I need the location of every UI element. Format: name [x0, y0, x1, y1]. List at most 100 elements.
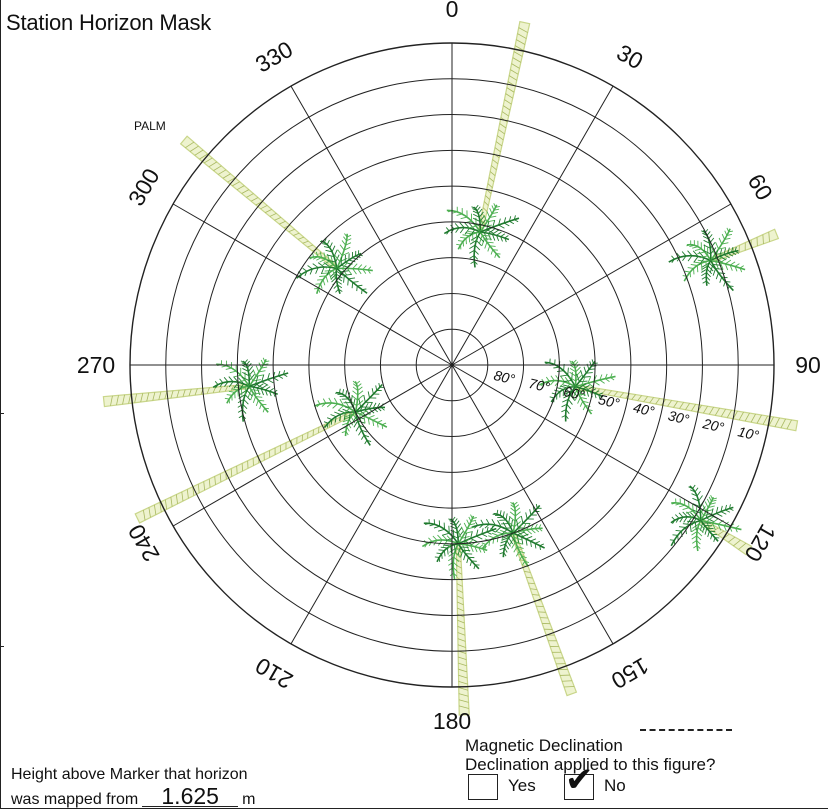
frond-leaflet — [469, 255, 475, 259]
frond-leaflet — [449, 522, 456, 526]
yes-checkbox[interactable] — [468, 774, 498, 800]
frond-leaflet — [372, 417, 379, 421]
frond-leaflet — [474, 261, 478, 265]
frond-leaflet — [466, 557, 469, 564]
trunk-hatch — [485, 195, 491, 200]
edge-tick-mark — [0, 413, 4, 414]
frond-leaflet — [510, 534, 516, 543]
frond-leaflet — [478, 544, 484, 549]
frond-leaflet — [367, 391, 371, 399]
frond-leaflet — [729, 261, 736, 266]
frond-leaflet — [255, 374, 264, 377]
palm-frond — [700, 519, 719, 542]
trunk-hatch — [218, 169, 227, 175]
frond-leaflet — [473, 564, 476, 570]
magnetic-declination-label: Magnetic Declination — [465, 736, 623, 755]
frond-leaflet — [445, 537, 454, 541]
frond-leaflet — [437, 534, 443, 541]
frond-leaflet — [446, 230, 450, 235]
no-checkbox[interactable]: ✔ — [564, 763, 594, 800]
frond-leaflet — [513, 215, 516, 220]
trunk-hatch — [637, 395, 642, 401]
frond-leaflet — [457, 530, 463, 539]
palm-frond — [710, 249, 739, 262]
frond-leaflet — [480, 519, 484, 525]
frond-leaflet — [343, 246, 351, 251]
frond-leaflet — [328, 272, 332, 281]
palm-frond — [241, 385, 250, 422]
frond-leaflet — [488, 540, 491, 546]
frond-leaflet — [672, 519, 676, 525]
frond-leaflet — [352, 257, 359, 260]
frond-leaflet — [346, 426, 350, 432]
frond-leaflet — [340, 270, 349, 273]
frond-leaflet — [560, 374, 568, 377]
frond-leaflet — [436, 552, 442, 555]
frond-leaflet — [706, 231, 711, 236]
frond-leaflet — [331, 245, 336, 252]
trunk-hatch — [482, 207, 488, 212]
frond-leaflet — [454, 223, 460, 229]
frond-leaflet — [241, 376, 250, 382]
trunk-hatch — [506, 87, 515, 93]
azimuth-label: 90 — [795, 352, 821, 378]
frond-leaflet — [228, 381, 234, 388]
trunk-hatch — [530, 588, 538, 590]
trunk-hatch — [148, 507, 151, 518]
frond-leaflet — [228, 376, 234, 382]
frond-leaflet — [278, 375, 284, 379]
frond-leaflet — [363, 394, 366, 403]
frond-leaflet — [469, 223, 476, 230]
frond-leaflet — [539, 545, 541, 551]
trunk-hatch — [206, 387, 210, 394]
frond-leaflet — [578, 393, 586, 396]
trunk-hatch — [199, 153, 208, 160]
frond-leaflet — [486, 229, 495, 234]
frond-leaflet — [265, 386, 271, 391]
frond-leaflet — [551, 392, 557, 395]
frond-leaflet — [692, 497, 699, 502]
trunk-hatch — [458, 705, 469, 709]
frond-leaflet — [508, 537, 514, 545]
frond-leaflet — [486, 526, 489, 533]
frond-leaflet — [495, 530, 504, 535]
frond-leaflet — [352, 268, 357, 275]
frond-leaflet — [438, 549, 445, 551]
trunk-hatch — [489, 171, 496, 177]
frond-leaflet — [675, 529, 682, 532]
frond-leaflet — [697, 251, 705, 255]
frond-leaflet — [463, 553, 466, 561]
palm-frond — [212, 380, 250, 388]
frond-leaflet — [718, 247, 727, 250]
frond-leaflet — [463, 522, 468, 530]
frond-leaflet — [513, 536, 523, 541]
frond-leaflet — [376, 402, 381, 408]
frond-leaflet — [716, 513, 723, 517]
frond-leaflet — [721, 242, 729, 245]
trunk-hatch — [505, 93, 513, 99]
azimuth-spoke — [451, 203, 732, 366]
trunk-hatch — [208, 478, 211, 488]
frond-leaflet — [593, 381, 600, 386]
frond-leaflet — [438, 528, 445, 532]
frond-leaflet — [501, 533, 504, 542]
frond-leaflet — [519, 550, 526, 554]
frond-leaflet — [580, 370, 584, 378]
height-value-field[interactable]: 1.625 — [142, 785, 239, 808]
frond-leaflet — [464, 222, 470, 229]
trunk-hatch — [613, 391, 618, 397]
frond-leaflet — [701, 265, 709, 270]
frond-leaflet — [364, 440, 368, 445]
palm-frond — [336, 252, 362, 270]
frond-leaflet — [237, 398, 244, 404]
frond-leaflet — [517, 531, 526, 536]
frond-leaflet — [337, 284, 343, 289]
frond-leaflet — [242, 368, 249, 372]
declination-value-blank[interactable] — [640, 729, 732, 731]
frond-leaflet — [698, 495, 703, 502]
trunk-hatch — [457, 626, 465, 630]
frond-leaflet — [490, 249, 494, 255]
trunk-hatch — [750, 413, 756, 423]
frond-leaflet — [687, 516, 693, 524]
frond-leaflet — [588, 368, 595, 370]
